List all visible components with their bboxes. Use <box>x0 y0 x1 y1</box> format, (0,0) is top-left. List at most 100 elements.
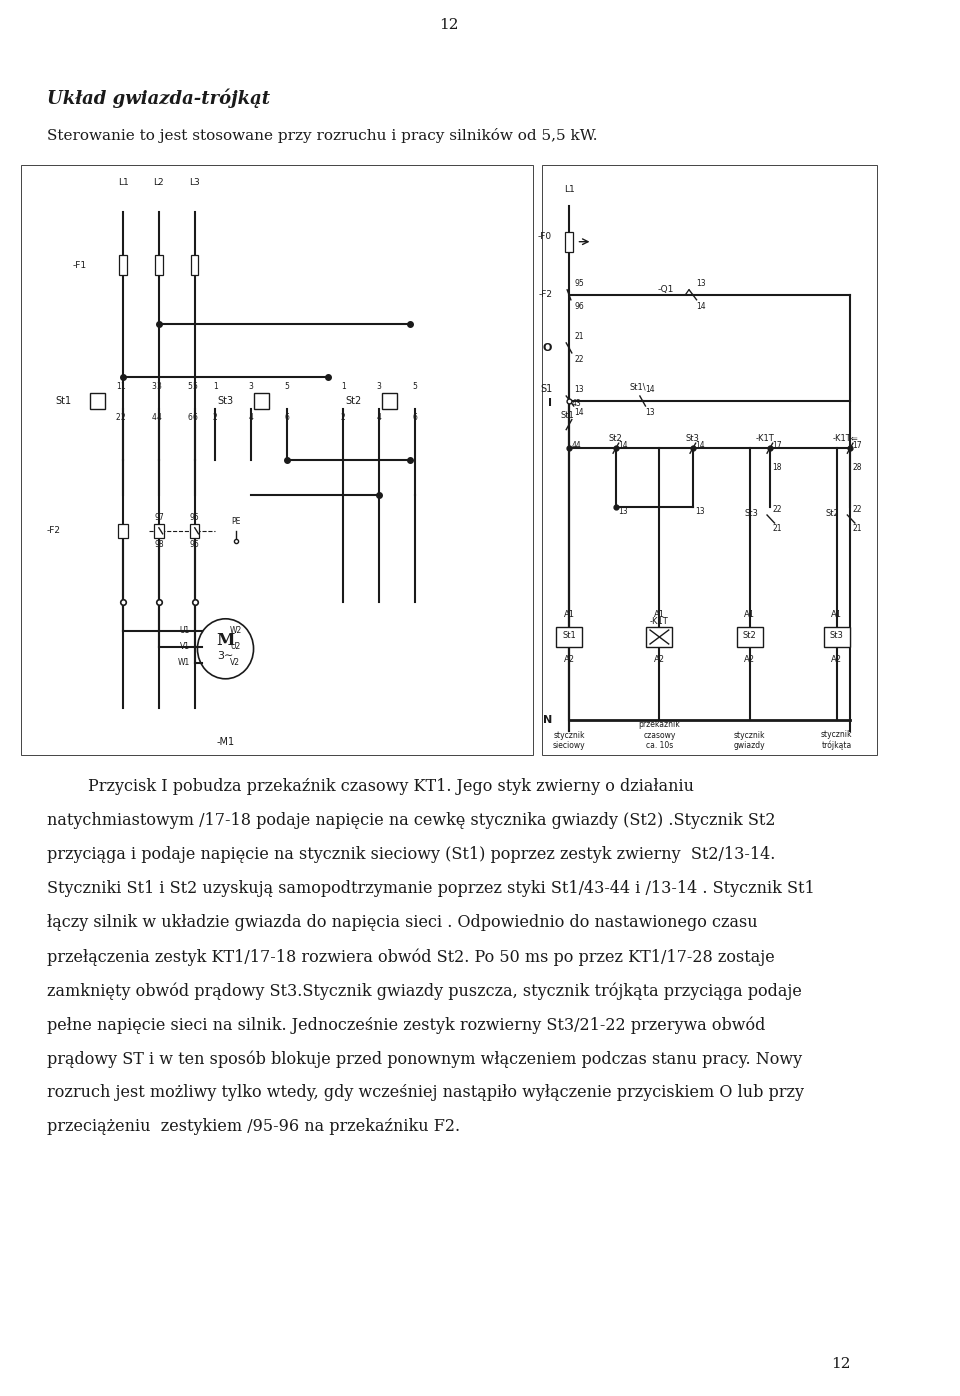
Text: O: O <box>542 343 552 353</box>
Text: PE: PE <box>231 517 240 526</box>
Text: -F2: -F2 <box>46 526 60 535</box>
Text: 4: 4 <box>152 413 156 422</box>
Text: pełne napięcie sieci na silnik. Jednocześnie zestyk rozwierny St3/21-22 przerywa: pełne napięcie sieci na silnik. Jednocze… <box>47 1016 765 1033</box>
Text: 2: 2 <box>341 413 346 422</box>
Text: St1: St1 <box>55 396 71 406</box>
Text: St1: St1 <box>563 631 576 639</box>
Text: 21: 21 <box>853 524 862 533</box>
Bar <box>565 232 573 251</box>
Text: A1: A1 <box>831 610 842 618</box>
Text: 1: 1 <box>121 383 126 391</box>
Text: 6: 6 <box>192 413 197 422</box>
Text: 5: 5 <box>187 383 193 391</box>
Text: 6: 6 <box>187 413 193 422</box>
Text: 3: 3 <box>156 383 161 391</box>
Text: 4: 4 <box>249 413 253 422</box>
Text: stycznik
gwiazdy: stycznik gwiazdy <box>734 730 765 750</box>
Text: I: I <box>548 398 552 408</box>
Text: U1: U1 <box>180 627 190 635</box>
Text: L2: L2 <box>154 177 164 187</box>
Text: 5: 5 <box>192 383 197 391</box>
Text: 98: 98 <box>155 540 164 549</box>
Text: 96: 96 <box>190 540 200 549</box>
Text: W2: W2 <box>230 627 243 635</box>
Text: -Q1: -Q1 <box>658 285 674 295</box>
Bar <box>736 627 763 646</box>
Text: 44: 44 <box>572 441 582 450</box>
Text: St1: St1 <box>561 410 574 420</box>
Text: 13: 13 <box>645 408 655 417</box>
Text: 13: 13 <box>575 385 585 394</box>
Text: St2: St2 <box>826 510 839 518</box>
Bar <box>253 394 269 409</box>
Bar <box>155 524 163 537</box>
Text: Przycisk I pobudza przekaźnik czasowy KT1. Jego styk zwierny o działaniu: Przycisk I pobudza przekaźnik czasowy KT… <box>47 778 694 794</box>
Bar <box>118 524 128 537</box>
Text: L3: L3 <box>189 177 200 187</box>
Text: St3: St3 <box>745 510 758 518</box>
Text: rozruch jest możliwy tylko wtedy, gdy wcześniej nastąpiło wyłączenie przyciskiem: rozruch jest możliwy tylko wtedy, gdy wc… <box>47 1085 804 1101</box>
Bar <box>646 627 672 646</box>
Text: Styczniki St1 i St2 uzyskują samopodtrzymanie poprzez styki St1/43-44 i /13-14 .: Styczniki St1 i St2 uzyskują samopodtrzy… <box>47 879 814 898</box>
Text: -F0: -F0 <box>538 232 552 242</box>
Text: 17: 17 <box>773 441 782 450</box>
Text: przełączenia zestyk KT1/17-18 rozwiera obwód St2. Po 50 ms po przez KT1/17-28 zo: przełączenia zestyk KT1/17-18 rozwiera o… <box>47 948 775 966</box>
Text: 14: 14 <box>697 302 707 311</box>
Text: przekaźnik
czasowy
ca. 10s: przekaźnik czasowy ca. 10s <box>638 720 681 750</box>
Text: 21: 21 <box>575 332 584 341</box>
Text: 12: 12 <box>831 1357 851 1371</box>
Bar <box>191 255 199 275</box>
Text: 21: 21 <box>773 524 782 533</box>
Text: 14: 14 <box>645 385 655 394</box>
Text: 95: 95 <box>190 512 200 522</box>
Text: 13: 13 <box>618 507 628 517</box>
Text: M: M <box>216 632 234 649</box>
Text: 14: 14 <box>618 441 628 450</box>
Text: 28: 28 <box>852 463 861 472</box>
Text: 5: 5 <box>284 383 289 391</box>
Text: 43: 43 <box>572 399 582 408</box>
Text: -F2: -F2 <box>539 290 552 299</box>
Text: 1: 1 <box>213 383 218 391</box>
Text: A1: A1 <box>654 610 665 618</box>
Text: 5: 5 <box>413 383 418 391</box>
Text: W1: W1 <box>178 659 190 667</box>
Bar <box>119 255 127 275</box>
Text: stycznik
sieciowy: stycznik sieciowy <box>553 730 586 750</box>
Text: zamknięty obwód prądowy St3.Stycznik gwiazdy puszcza, stycznik trójkąta przyciąg: zamknięty obwód prądowy St3.Stycznik gwi… <box>47 981 802 1000</box>
Text: 14: 14 <box>696 441 706 450</box>
Text: przeciążeniu  zestykiem /95-96 na przekaźniku F2.: przeciążeniu zestykiem /95-96 na przekaź… <box>47 1118 460 1135</box>
Text: St3: St3 <box>829 631 844 639</box>
Text: L1: L1 <box>118 177 129 187</box>
Text: Sterowanie to jest stosowane przy rozruchu i pracy silników od 5,5 kW.: Sterowanie to jest stosowane przy rozruc… <box>47 128 597 142</box>
Text: 17: 17 <box>852 441 862 450</box>
Text: 95: 95 <box>575 279 585 288</box>
Text: -F1: -F1 <box>73 261 87 269</box>
Text: 6: 6 <box>413 413 418 422</box>
Text: St3: St3 <box>217 396 233 406</box>
Bar <box>556 627 582 646</box>
Text: 3∼: 3∼ <box>217 651 233 660</box>
Text: -K1T: -K1T <box>756 434 775 443</box>
Text: -K1T: -K1T <box>650 617 669 625</box>
Text: 22: 22 <box>575 355 584 364</box>
Text: 6: 6 <box>284 413 289 422</box>
Text: 4: 4 <box>156 413 161 422</box>
Text: 14: 14 <box>575 408 585 417</box>
Text: Układ gwiazda-trójkąt: Układ gwiazda-trójkąt <box>47 88 270 107</box>
Text: A2: A2 <box>564 655 574 664</box>
Text: łączy silnik w układzie gwiazda do napięcia sieci . Odpowiednio do nastawionego : łączy silnik w układzie gwiazda do napię… <box>47 914 757 931</box>
Text: A1: A1 <box>564 610 574 618</box>
Text: A2: A2 <box>654 655 665 664</box>
Text: A2: A2 <box>831 655 842 664</box>
Text: natychmiastowym /17-18 podaje napięcie na cewkę stycznika gwiazdy (St2) .Styczni: natychmiastowym /17-18 podaje napięcie n… <box>47 812 776 829</box>
Bar <box>190 524 200 537</box>
Text: 22: 22 <box>853 505 862 514</box>
Text: 1: 1 <box>341 383 346 391</box>
Text: 13: 13 <box>697 279 707 288</box>
Text: N: N <box>543 715 552 725</box>
Text: prądowy ST i w ten sposób blokuje przed ponownym włączeniem podczas stanu pracy.: prądowy ST i w ten sposób blokuje przed … <box>47 1050 802 1068</box>
Text: 4: 4 <box>376 413 382 422</box>
Text: St3: St3 <box>685 434 700 443</box>
Text: U2: U2 <box>230 642 240 652</box>
